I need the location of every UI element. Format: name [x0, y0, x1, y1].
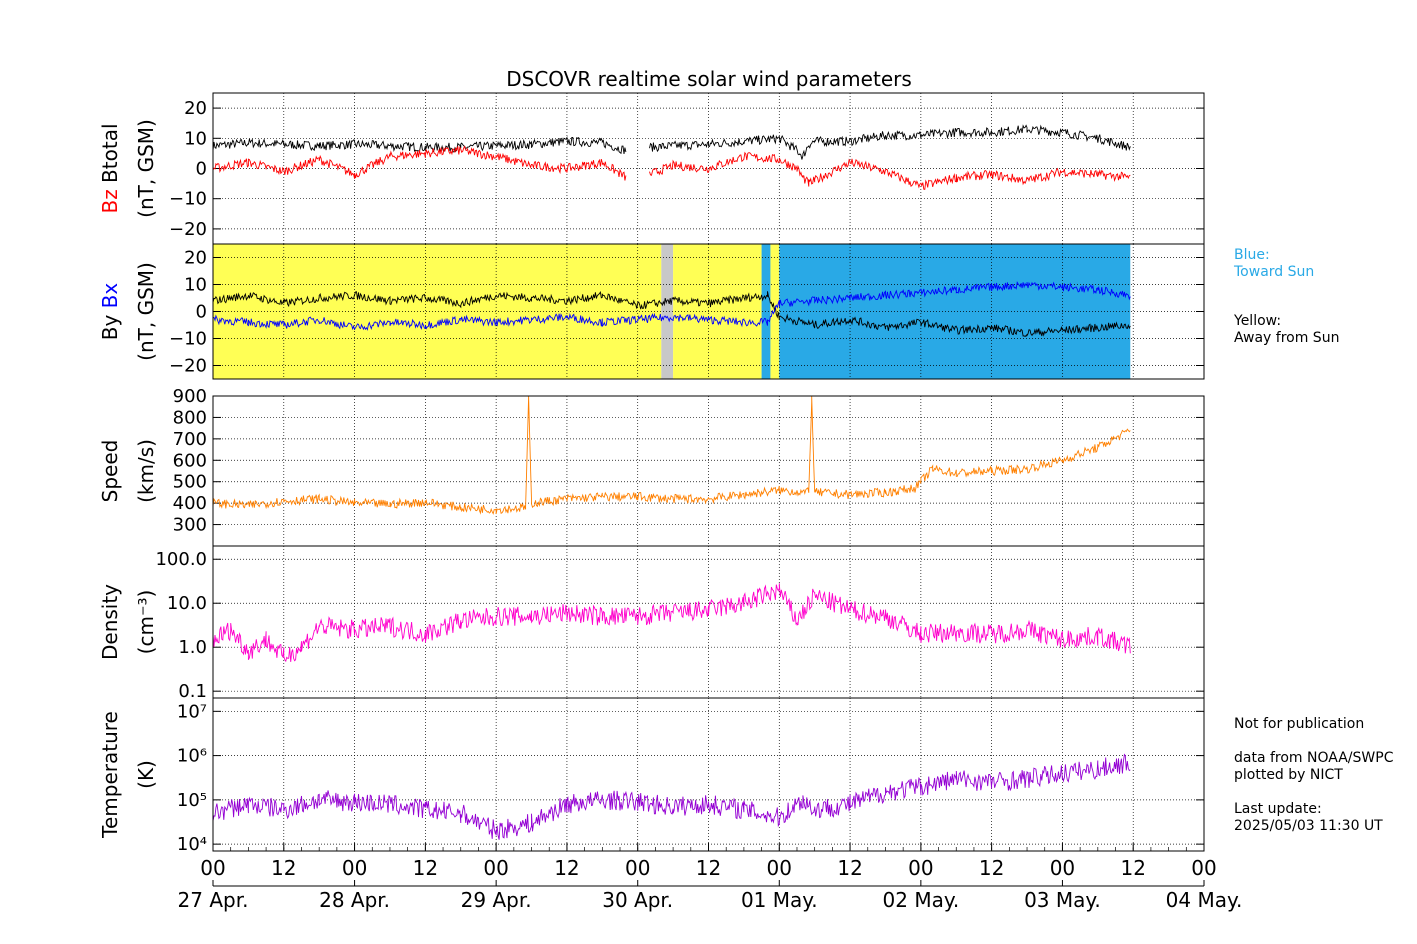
y-tick-label: 10⁵ — [177, 790, 207, 811]
x-tick-label: 12 — [979, 856, 1004, 880]
panel-bxby: 20 10 0 −10 −20 By Bx (nT, GSM) — [98, 243, 1205, 380]
y-tick-label: 100.0 — [155, 549, 207, 570]
x-tick-label: 00 — [767, 856, 792, 880]
x-tick-label: 12 — [1120, 856, 1145, 880]
polarity-sector — [761, 244, 771, 379]
y-tick-label: −20 — [169, 356, 207, 377]
series-speed — [212, 395, 1131, 515]
y-axis-label: Temperature — [98, 711, 122, 839]
panel-density: 100.0 10.0 1.0 0.1 Density (cm⁻³) — [98, 545, 1205, 702]
x-tick-label: 12 — [271, 856, 296, 880]
y-axis-units: (cm⁻³) — [134, 590, 158, 655]
x-tick-label: 00 — [1191, 856, 1216, 880]
y-axis-label-part: Bz — [98, 189, 122, 213]
series-btotal — [212, 124, 1131, 160]
y-axis-label: Speed — [98, 440, 122, 503]
y-tick-label: 400 — [173, 493, 207, 514]
y-tick-label: 10⁴ — [177, 834, 207, 855]
date-label: 02 May. — [883, 888, 960, 912]
series-bx — [212, 281, 1131, 331]
y-axis-label-part: By — [98, 315, 122, 341]
y-axis-label: By Bx — [98, 283, 122, 341]
panel-temperature: 10⁷ 10⁶ 10⁵ 10⁴ Temperature (K) — [98, 697, 1205, 855]
panel-btotal: 20 10 0 −10 −20 Bz Btotal (nT, GSM) — [98, 92, 1205, 245]
y-axis-label: Density — [98, 584, 122, 660]
y-axis-units: (km/s) — [134, 439, 158, 503]
y-tick-label: 20 — [184, 98, 207, 119]
y-tick-label: 0.1 — [178, 681, 207, 702]
y-axis-label-part: Temperature — [98, 711, 122, 839]
y-axis-units: (K) — [134, 760, 158, 789]
x-axis: 00 12 00 12 00 12 00 12 00 12 00 12 00 12 00 27 Apr. 28 … — [178, 843, 1243, 912]
y-tick-label: −20 — [169, 219, 207, 240]
y-tick-label: 300 — [173, 515, 207, 536]
series-bz — [212, 145, 1131, 190]
date-label: 27 Apr. — [178, 888, 249, 912]
y-axis-units: (nT, GSM) — [134, 262, 158, 361]
polarity-sector — [213, 244, 662, 379]
y-tick-label: 20 — [184, 248, 207, 269]
y-tick-label: 500 — [173, 472, 207, 493]
y-tick-label: 10.0 — [167, 593, 207, 614]
y-axis-units: (nT, GSM) — [134, 119, 158, 218]
date-label: 01 May. — [741, 888, 818, 912]
chart-title: DSCOVR realtime solar wind parameters — [506, 67, 912, 91]
date-label: 29 Apr. — [461, 888, 532, 912]
chart-panels: 20 10 0 −10 −20 Bz Btotal (nT, GSM) 20 10 0 −10 −20… — [98, 92, 1205, 855]
series-by — [212, 291, 1131, 338]
y-axis-label-part: Btotal — [98, 123, 122, 189]
x-tick-label: 12 — [837, 856, 862, 880]
y-tick-label: 900 — [173, 386, 207, 407]
date-label: 28 Apr. — [319, 888, 390, 912]
y-tick-label: 1.0 — [178, 637, 207, 658]
y-tick-label: 10 — [184, 275, 207, 296]
panel-frame — [212, 243, 1205, 380]
series-temperature — [212, 753, 1131, 840]
x-tick-label: 00 — [625, 856, 650, 880]
series-density — [212, 583, 1131, 663]
y-tick-label: 10⁶ — [177, 746, 207, 767]
y-axis-label-part: Bx — [98, 283, 122, 315]
y-tick-label: 0 — [196, 159, 207, 180]
y-tick-label: −10 — [169, 329, 207, 350]
polarity-sector — [661, 244, 674, 379]
x-tick-label: 12 — [554, 856, 579, 880]
x-tick-label: 00 — [483, 856, 508, 880]
y-axis-label: Bz Btotal — [98, 123, 122, 213]
x-tick-label: 12 — [696, 856, 721, 880]
polarity-blue-note: Blue: Toward Sun — [1234, 247, 1315, 280]
y-tick-label: 600 — [173, 450, 207, 471]
date-label: 30 Apr. — [602, 888, 673, 912]
y-tick-label: 0 — [196, 302, 207, 323]
x-tick-label: 00 — [200, 856, 225, 880]
y-tick-label: 700 — [173, 429, 207, 450]
y-tick-label: 800 — [173, 407, 207, 428]
date-label: 03 May. — [1024, 888, 1101, 912]
x-tick-label: 12 — [413, 856, 438, 880]
polarity-yellow-note: Yellow: Away from Sun — [1234, 313, 1340, 346]
y-axis-label-part: Density — [98, 584, 122, 660]
y-tick-label: 10 — [184, 128, 207, 149]
footer-note: Not for publication data from NOAA/SWPC … — [1234, 716, 1394, 834]
y-axis-label-part: Speed — [98, 440, 122, 503]
x-tick-label: 00 — [342, 856, 367, 880]
y-tick-label: 10⁷ — [177, 701, 207, 722]
y-tick-label: −10 — [169, 189, 207, 210]
date-label: 04 May. — [1166, 888, 1243, 912]
x-tick-label: 00 — [1050, 856, 1075, 880]
x-tick-label: 00 — [908, 856, 933, 880]
